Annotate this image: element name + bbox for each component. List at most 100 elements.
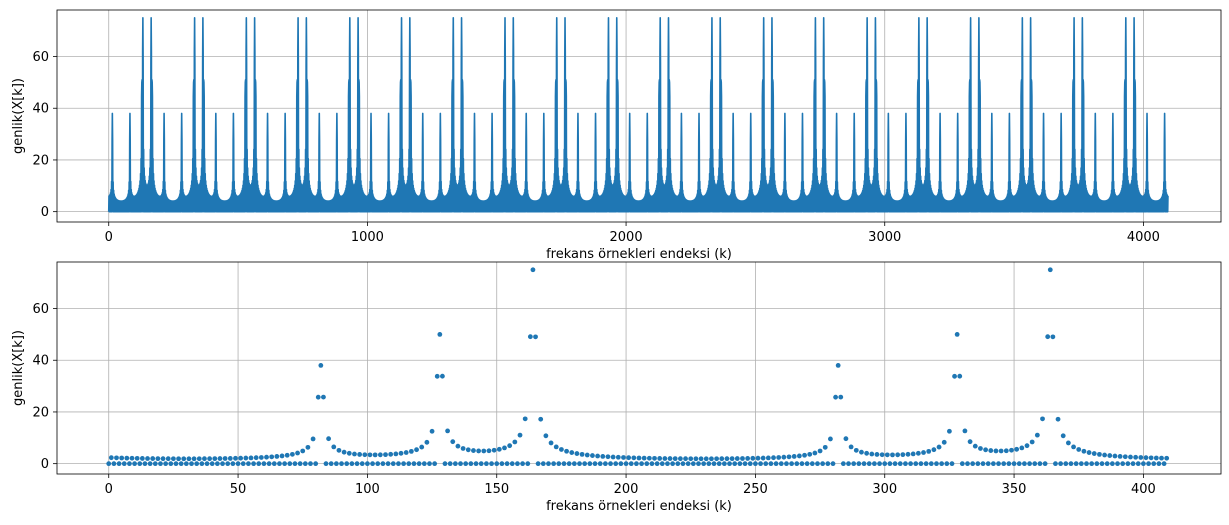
data-point <box>592 461 598 467</box>
data-point <box>714 456 719 462</box>
data-point <box>861 461 867 467</box>
data-point <box>921 450 926 455</box>
data-point <box>354 461 360 467</box>
data-point <box>504 461 510 467</box>
data-point <box>737 461 743 467</box>
data-point <box>936 444 942 450</box>
data-point <box>719 456 725 462</box>
data-point <box>745 456 751 461</box>
data-point <box>641 455 647 461</box>
data-point <box>217 456 223 461</box>
data-point <box>1009 447 1014 453</box>
data-point <box>1135 461 1141 467</box>
data-point <box>165 456 171 462</box>
data-point <box>677 456 683 462</box>
data-point <box>227 456 233 461</box>
data-point <box>1016 461 1022 467</box>
data-point <box>427 461 432 467</box>
data-point <box>610 454 616 460</box>
data-point <box>983 447 989 453</box>
data-point <box>256 461 262 467</box>
data-point <box>380 461 386 467</box>
data-point <box>111 461 117 467</box>
data-point <box>967 439 973 445</box>
data-point <box>507 443 513 449</box>
data-point <box>796 453 802 459</box>
data-point <box>458 461 463 467</box>
data-point <box>1014 446 1020 452</box>
data-point <box>297 461 303 467</box>
data-point <box>996 461 1001 467</box>
data-point <box>602 461 608 467</box>
data-point <box>533 334 538 340</box>
data-point <box>225 461 231 467</box>
data-point <box>196 456 202 462</box>
data-point <box>315 394 321 400</box>
data-point <box>383 452 388 458</box>
data-point <box>253 455 259 461</box>
data-point <box>483 461 489 467</box>
data-point <box>980 461 986 467</box>
data-point <box>869 451 875 457</box>
data-point <box>815 461 820 467</box>
data-point <box>949 461 955 467</box>
data-point <box>1141 461 1146 467</box>
data-point <box>634 461 639 467</box>
data-point <box>284 452 290 458</box>
top-line-chart: 0 1000 2000 3000 4000 0 20 40 60 frekans örnekler… <box>11 9 1222 262</box>
data-point <box>264 454 269 460</box>
data-point <box>1107 453 1113 458</box>
data-point <box>905 451 911 457</box>
data-point <box>486 448 492 454</box>
data-point <box>429 428 435 434</box>
data-point <box>173 461 179 467</box>
data-point <box>1102 452 1107 458</box>
data-point <box>636 455 642 461</box>
data-point <box>597 461 603 467</box>
data-point <box>1125 461 1131 467</box>
data-point <box>186 456 192 462</box>
data-point <box>269 454 275 460</box>
data-point <box>220 461 225 467</box>
data-point <box>515 461 520 467</box>
data-point <box>621 455 626 460</box>
data-point <box>471 448 476 453</box>
data-point <box>114 455 119 461</box>
data-point <box>755 455 761 461</box>
data-point <box>496 446 502 452</box>
data-point <box>509 461 515 467</box>
data-point <box>339 461 344 467</box>
data-point <box>897 461 903 467</box>
data-point <box>440 373 445 379</box>
data-point <box>812 450 818 456</box>
data-point <box>877 461 882 467</box>
data-point <box>1076 447 1082 452</box>
data-point <box>295 450 300 456</box>
x-tick-label: 350 <box>1002 482 1027 497</box>
data-point <box>1001 461 1007 467</box>
data-point <box>1094 461 1100 467</box>
data-point <box>1104 461 1110 467</box>
data-point <box>445 428 450 434</box>
data-point <box>985 461 991 467</box>
data-point <box>727 461 732 467</box>
data-point <box>830 461 836 467</box>
data-point <box>809 461 815 467</box>
data-point <box>233 455 238 461</box>
data-point <box>615 454 621 460</box>
data-point <box>494 461 500 467</box>
data-point <box>1068 461 1074 467</box>
data-point <box>199 461 205 467</box>
data-point <box>822 444 828 450</box>
data-point <box>1034 432 1040 438</box>
data-point <box>1050 334 1056 340</box>
data-point <box>990 461 996 467</box>
data-point <box>884 452 890 458</box>
data-point <box>204 461 210 467</box>
data-point <box>1032 461 1038 467</box>
data-point <box>530 267 536 273</box>
data-point <box>452 461 458 467</box>
data-point <box>308 461 313 467</box>
data-point <box>600 454 606 459</box>
